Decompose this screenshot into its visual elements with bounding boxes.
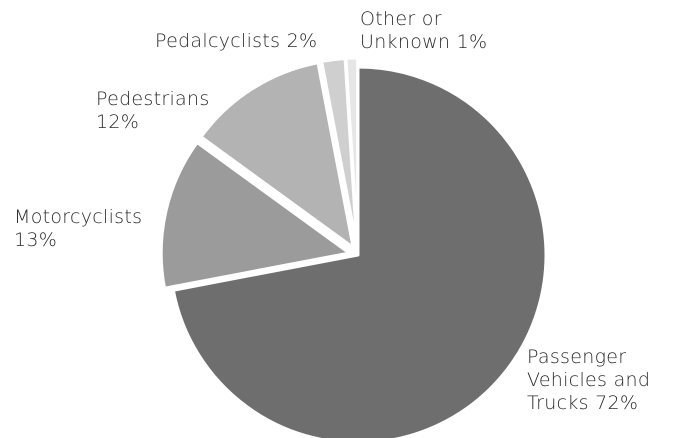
pie-slice-passenger-vehicles-and-trucks (171, 65, 548, 438)
label-pedestrians: Pedestrians 12% (96, 88, 210, 133)
label-passenger-vehicles: Passenger Vehicles and Trucks 72% (527, 346, 651, 414)
pie-slice-motorcyclists (159, 141, 351, 290)
pie-slice-pedestrians (199, 61, 355, 249)
label-pedalcyclists: Pedalcyclists 2% (155, 30, 318, 52)
label-other-unknown: Other or Unknown 1% (360, 8, 488, 53)
pie-slice-other-or-unknown (344, 56, 360, 248)
label-motorcyclists: Motorcyclists 13% (14, 206, 143, 251)
